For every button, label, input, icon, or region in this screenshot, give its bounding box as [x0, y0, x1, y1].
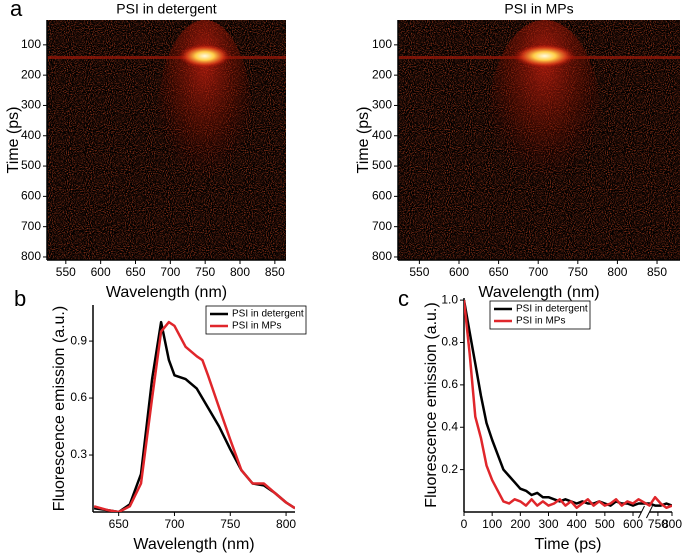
panel-label: c: [398, 286, 409, 311]
y-tick-label: 300: [372, 98, 392, 112]
chart-title: PSI in MPs: [504, 1, 573, 17]
x-tick-label: 500: [595, 517, 615, 531]
y-tick-label: 100: [21, 37, 41, 51]
x-tick-label: 650: [125, 265, 145, 279]
x-axis-label: Wavelength (nm): [133, 536, 254, 553]
heatmap-laser-line: [47, 56, 286, 59]
x-tick-label: 850: [647, 265, 667, 279]
y-tick-label: 800: [372, 249, 392, 263]
y-tick-label: 300: [21, 98, 41, 112]
heatmap-decay: [156, 20, 253, 222]
heatmap-image: [47, 20, 286, 260]
x-tick-label: 800: [276, 517, 296, 531]
y-tick-label: 0.6: [70, 390, 87, 404]
x-tick-label: 200: [510, 517, 530, 531]
y-tick-label: 0.8: [441, 335, 458, 349]
x-tick-label: 0: [461, 517, 468, 531]
x-tick-label: 600: [449, 265, 469, 279]
x-tick-label: 750: [195, 265, 215, 279]
y-tick-label: 400: [372, 128, 392, 142]
panel-label: a: [10, 0, 23, 21]
axis-break: [646, 505, 653, 519]
x-tick-label: 550: [56, 265, 76, 279]
heatmap-image: [398, 20, 680, 260]
x-tick-label: 800: [662, 517, 682, 531]
heatmap-decay: [488, 20, 602, 222]
y-tick-label: 600: [21, 189, 41, 203]
legend-label: PSI in detergent: [516, 304, 588, 315]
series-line: [464, 299, 672, 510]
x-tick-label: 650: [489, 265, 509, 279]
x-tick-label: 100: [482, 517, 502, 531]
x-tick-label: 800: [607, 265, 627, 279]
y-tick-label: 0.6: [441, 377, 458, 391]
x-tick-label: 750: [648, 517, 668, 531]
x-tick-label: 750: [568, 265, 588, 279]
x-tick-label: 300: [538, 517, 558, 531]
y-axis-label: Fluorescence emission (a.u.): [51, 306, 68, 511]
y-axis-label: Time (ps): [5, 107, 22, 174]
panel-label: b: [14, 286, 26, 311]
legend-label: PSI in MPs: [516, 316, 565, 327]
y-tick-label: 400: [21, 128, 41, 142]
y-tick-label: 0.4: [441, 419, 458, 433]
x-axis-label: Time (ps): [535, 536, 602, 553]
x-axis-label: Wavelength (nm): [478, 284, 599, 301]
y-tick-label: 0.2: [441, 462, 458, 476]
y-tick-label: 700: [372, 219, 392, 233]
x-tick-label: 850: [265, 265, 285, 279]
y-tick-label: 100: [372, 37, 392, 51]
y-tick-label: 800: [21, 249, 41, 263]
heatmap-peak: [178, 44, 232, 68]
y-tick-label: 1.0: [441, 292, 458, 306]
x-tick-label: 400: [567, 517, 587, 531]
y-tick-label: 0.3: [70, 447, 87, 461]
chart-title: PSI in detergent: [116, 1, 217, 17]
y-tick-label: 200: [21, 67, 41, 81]
x-tick-label: 750: [220, 517, 240, 531]
series-line: [93, 320, 295, 512]
legend-box: [489, 300, 591, 330]
x-tick-label: 800: [230, 265, 250, 279]
series-line: [464, 299, 672, 507]
y-tick-label: 200: [372, 67, 392, 81]
legend-box: [205, 305, 307, 335]
x-tick-label: 600: [623, 517, 643, 531]
x-tick-label: 550: [409, 265, 429, 279]
y-axis-label: Fluorescence emission (a.u.): [423, 302, 440, 507]
x-tick-label: 700: [164, 517, 184, 531]
axis-break: [638, 505, 645, 519]
legend-label: PSI in MPs: [232, 321, 281, 332]
y-axis-label: Time (ps): [355, 107, 372, 174]
x-tick-label: 700: [160, 265, 180, 279]
y-tick-label: 0.9: [70, 333, 87, 347]
heatmap-peak: [513, 44, 576, 68]
series-line: [93, 320, 295, 512]
x-tick-label: 700: [528, 265, 548, 279]
legend-label: PSI in detergent: [232, 309, 304, 320]
y-tick-label: 700: [21, 219, 41, 233]
x-axis-label: Wavelength (nm): [106, 284, 227, 301]
x-tick-label: 600: [91, 265, 111, 279]
x-tick-label: 650: [109, 517, 129, 531]
y-tick-label: 500: [21, 158, 41, 172]
y-tick-label: 600: [372, 189, 392, 203]
y-tick-label: 500: [372, 158, 392, 172]
